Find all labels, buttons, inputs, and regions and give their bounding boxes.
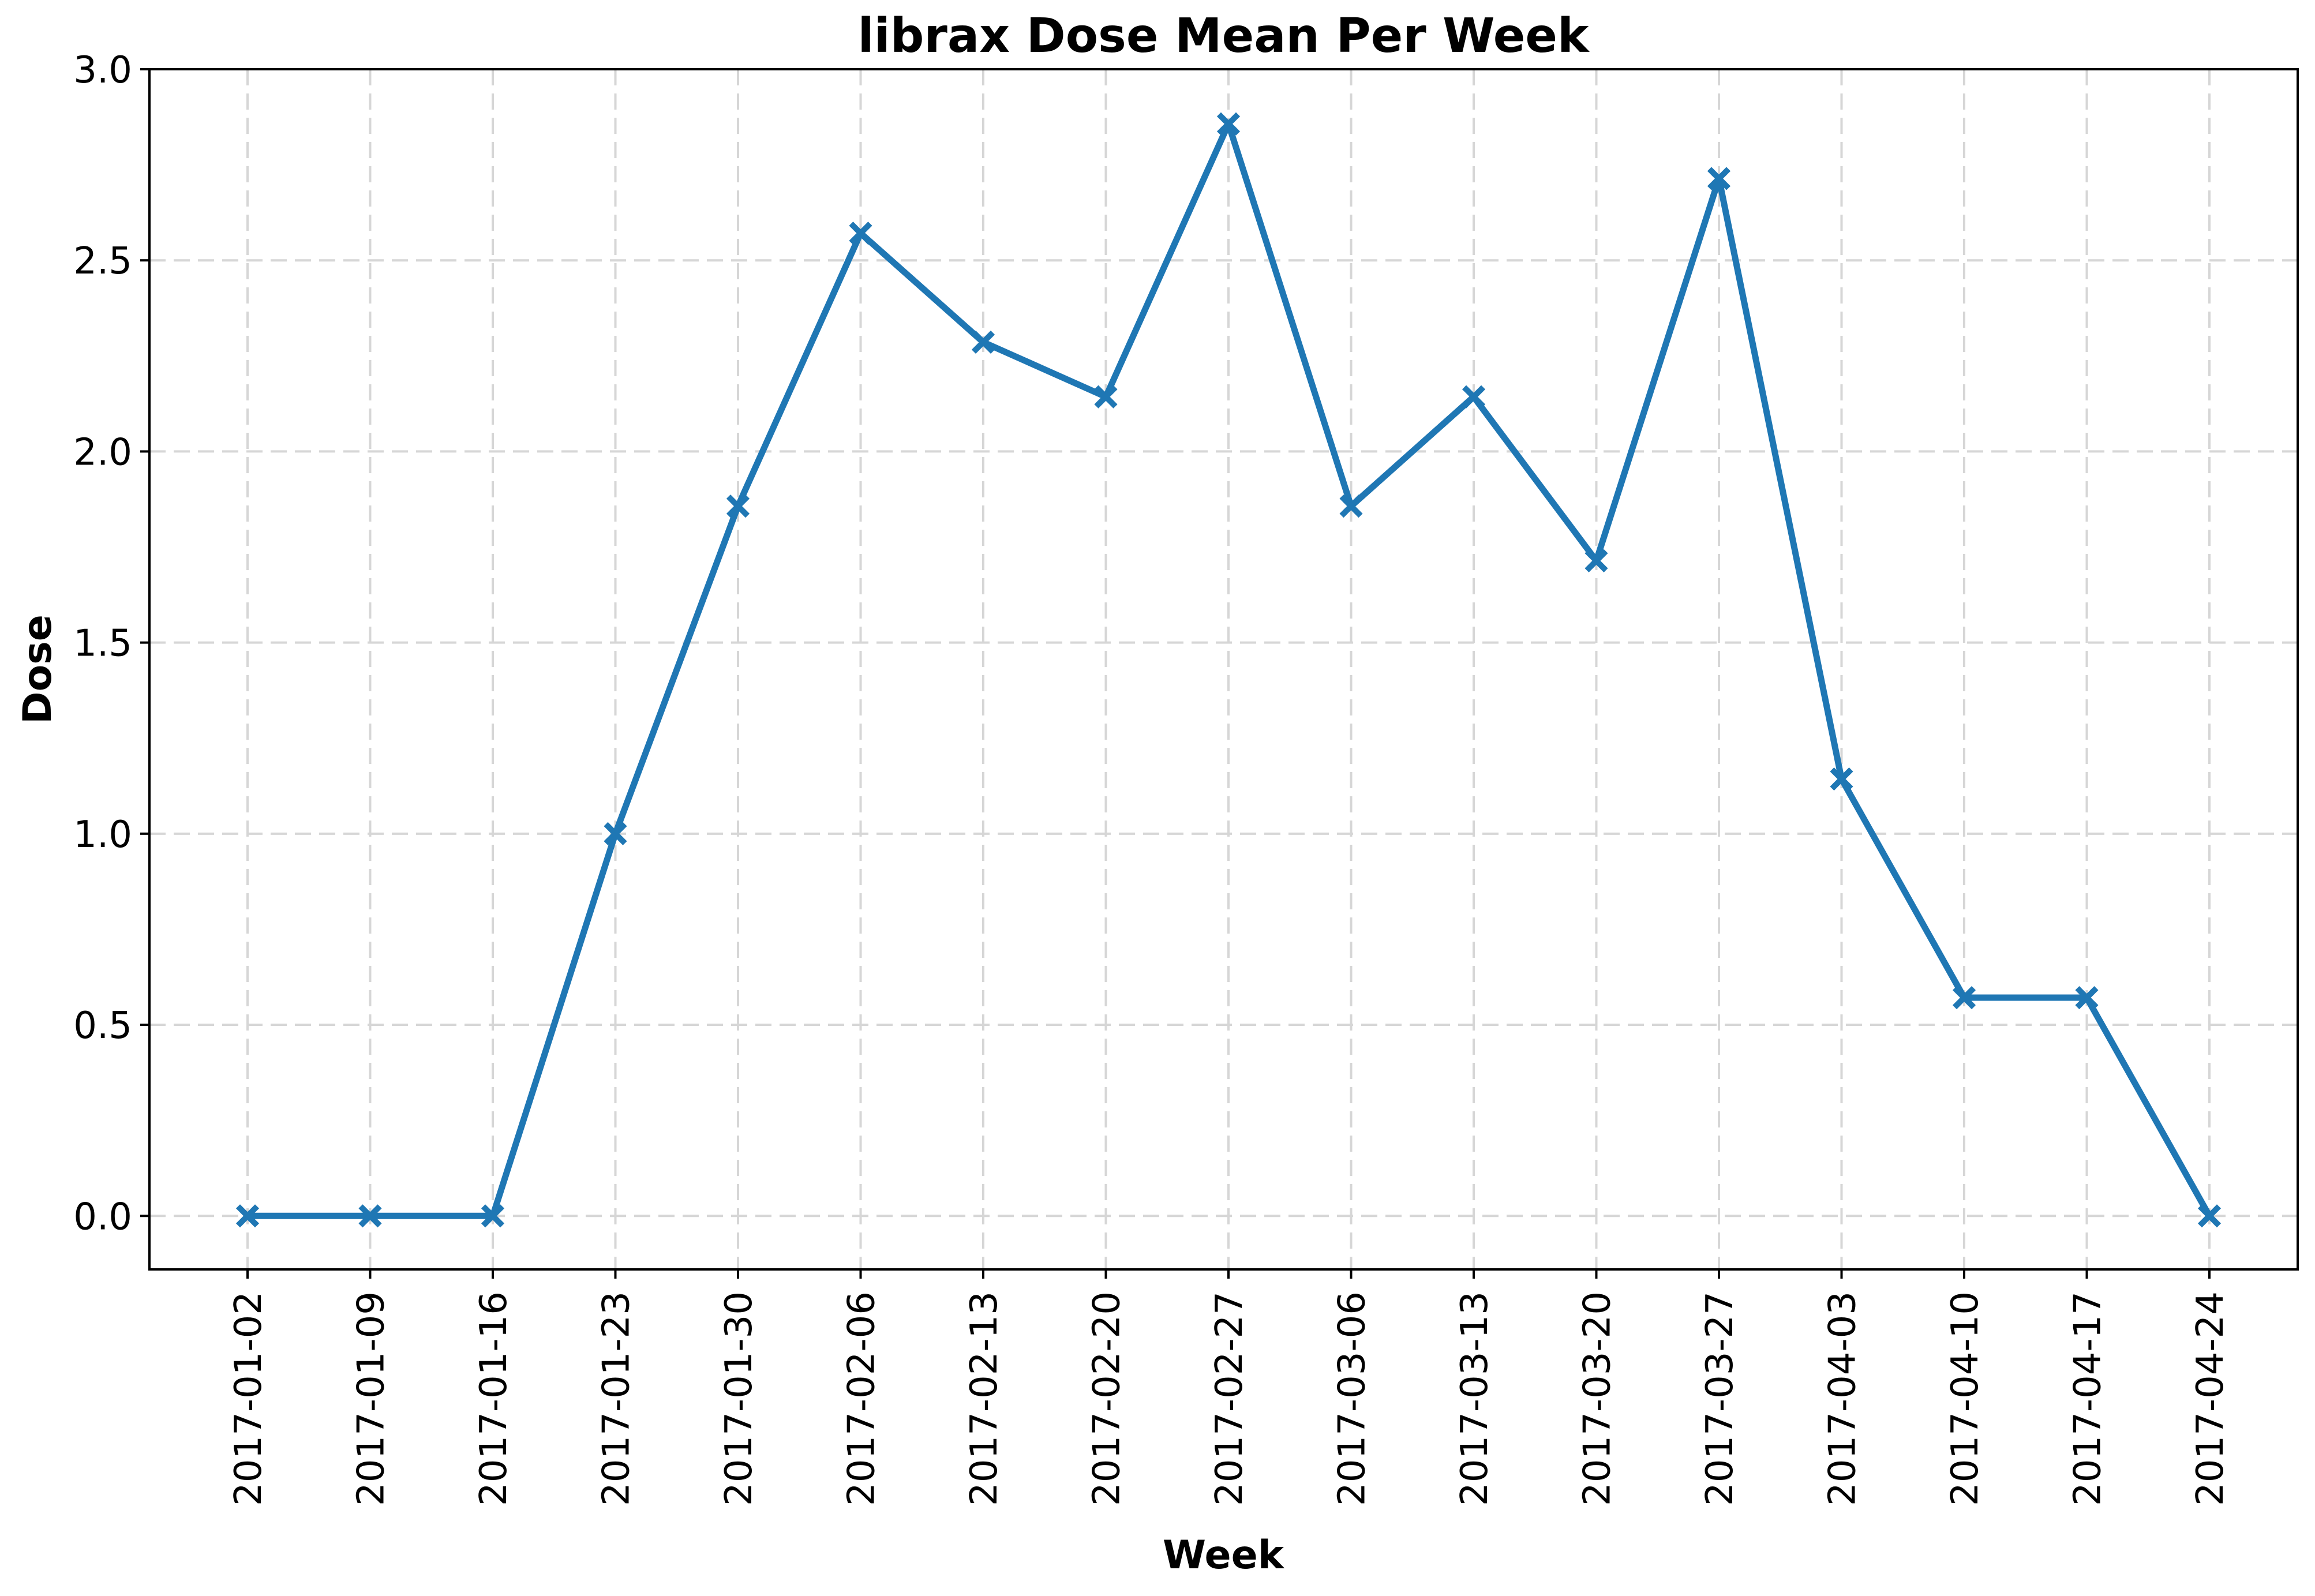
y-tick-label: 0.0 xyxy=(73,1196,132,1238)
data-point-marker xyxy=(2075,986,2099,1010)
x-tick-label: 2017-03-27 xyxy=(1699,1291,1741,1506)
data-point-marker xyxy=(604,822,627,845)
data-point-marker xyxy=(2197,1204,2222,1228)
data-point-marker xyxy=(1094,385,1118,409)
x-tick-label: 2017-03-20 xyxy=(1576,1291,1619,1506)
series-layer xyxy=(235,112,2222,1228)
x-tick-label: 2017-01-23 xyxy=(595,1291,638,1506)
x-tick-label: 2017-03-13 xyxy=(1454,1291,1496,1506)
data-point-marker xyxy=(971,330,995,354)
data-point-marker xyxy=(849,222,872,245)
x-tick-label: 2017-04-17 xyxy=(2067,1291,2110,1506)
x-tick-label: 2017-02-27 xyxy=(1208,1291,1251,1506)
data-point-marker xyxy=(1707,167,1731,190)
x-tick-label: 2017-03-06 xyxy=(1331,1291,1374,1506)
data-point-marker xyxy=(1339,494,1363,518)
x-tick-label: 2017-04-24 xyxy=(2189,1291,2232,1506)
x-tick-label: 2017-01-30 xyxy=(718,1291,761,1506)
x-tick-label: 2017-01-02 xyxy=(227,1291,270,1506)
x-axis-label: Week xyxy=(1163,1533,1285,1578)
data-point-marker xyxy=(726,494,750,518)
x-tick-label: 2017-02-06 xyxy=(841,1291,883,1506)
y-tick-label: 2.5 xyxy=(73,240,132,283)
data-point-marker xyxy=(1584,549,1608,572)
x-tick-label: 2017-02-20 xyxy=(1086,1291,1129,1506)
x-tick-label: 2017-01-09 xyxy=(350,1291,393,1506)
data-point-marker xyxy=(1830,767,1853,791)
x-tick-label: 2017-01-16 xyxy=(473,1291,515,1506)
y-tick-label: 2.0 xyxy=(73,431,132,474)
x-tick-label: 2017-04-03 xyxy=(1822,1291,1864,1506)
y-tick-label: 1.5 xyxy=(73,623,132,665)
data-point-marker xyxy=(481,1204,505,1228)
data-point-marker xyxy=(358,1204,382,1228)
data-point-marker xyxy=(1462,385,1486,409)
data-point-marker xyxy=(235,1204,260,1228)
x-tick-label: 2017-04-10 xyxy=(1944,1291,1987,1506)
grid-layer xyxy=(149,69,2298,1269)
tick-layer: 0.0 0.5 1.0 1.5 2.0 2.5 3.0 2017-01-02 2017-01-0… xyxy=(73,49,2232,1506)
y-tick-label: 0.5 xyxy=(73,1005,132,1047)
data-point-marker xyxy=(1952,986,1976,1010)
x-tick-label: 2017-02-13 xyxy=(963,1291,1006,1506)
y-axis-label: Dose xyxy=(15,615,61,724)
plot-frame xyxy=(148,68,2299,1271)
chart-title: librax Dose Mean Per Week xyxy=(858,9,1590,63)
y-tick-label: 1.0 xyxy=(73,814,132,856)
data-point-marker xyxy=(1216,112,1241,136)
y-tick-label: 3.0 xyxy=(73,49,132,92)
